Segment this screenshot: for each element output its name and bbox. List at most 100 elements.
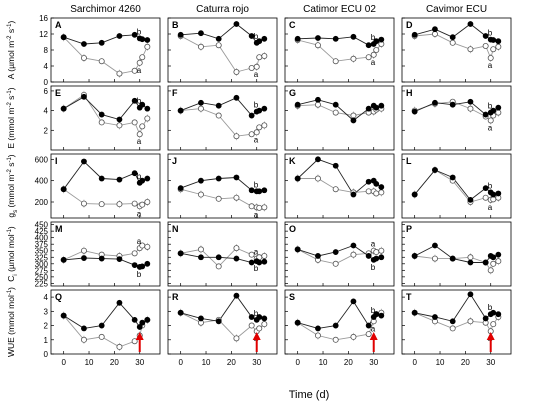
data-point-open — [487, 267, 494, 274]
x-tick-label: 10 — [436, 358, 445, 367]
panel-n: Nba — [167, 221, 278, 287]
data-point-open — [233, 245, 240, 252]
data-point-filled — [495, 104, 502, 111]
panel-frame — [401, 289, 512, 355]
significance-letter-open: a — [137, 237, 142, 246]
data-point-filled — [233, 94, 240, 101]
data-point-filled — [60, 34, 67, 41]
panel-frame — [50, 221, 161, 287]
data-point-open — [490, 321, 497, 328]
x-tick-label: 10 — [319, 358, 328, 367]
significance-letter-filled: b — [371, 306, 376, 315]
data-point-filled — [139, 177, 146, 184]
y-tick-label: 225 — [35, 279, 49, 288]
data-point-filled — [177, 107, 184, 114]
data-point-filled — [365, 322, 372, 329]
panel-p: P — [401, 221, 512, 287]
data-point-filled — [350, 33, 357, 40]
panel-e: E 2 4 6 b a — [44, 85, 161, 151]
y-axis-label-part: (mmol m — [6, 175, 16, 210]
data-point-filled — [495, 311, 502, 318]
data-point-filled — [233, 255, 240, 262]
data-point-open — [350, 333, 357, 340]
panel-r: R0102030ba — [167, 289, 278, 367]
y-tick-label: 450 — [35, 221, 49, 230]
y-axis-label-part: -1 — [7, 289, 13, 295]
panel-letter: K — [289, 156, 296, 166]
data-point-open — [233, 69, 240, 76]
data-point-filled — [294, 35, 301, 42]
data-point-filled — [373, 38, 380, 45]
y-tick-label: 6 — [44, 87, 49, 96]
data-point-open — [350, 112, 357, 119]
data-point-open — [261, 321, 268, 328]
data-point-filled — [98, 111, 105, 118]
data-point-open — [248, 251, 255, 258]
data-point-filled — [215, 254, 222, 261]
row-y-labels: A (µmol m-2 s-1)E (mmol m-2 s-1)gs (mmol… — [6, 21, 19, 357]
data-point-filled — [98, 39, 105, 46]
data-point-open — [197, 191, 204, 198]
y-axis-label: A (µmol m-2 s-1) — [6, 21, 16, 80]
data-point-open — [261, 122, 268, 129]
column-title: Caturra rojo — [196, 4, 249, 15]
data-point-open — [80, 200, 87, 207]
y-axis-label-part: A ( — [6, 69, 16, 80]
y-tick-label: 1 — [44, 336, 49, 345]
data-point-open — [215, 42, 222, 49]
data-point-open — [314, 42, 321, 49]
x-tick-label: 10 — [202, 358, 211, 367]
y-axis-label-part: ( — [6, 269, 16, 274]
data-point-filled — [144, 260, 151, 267]
column-title: Cavimor ECU — [426, 4, 487, 15]
data-point-open — [197, 246, 204, 253]
data-point-open — [233, 335, 240, 342]
y-axis-label-part: ) — [6, 226, 16, 229]
data-point-open — [98, 119, 105, 126]
data-point-filled — [131, 31, 138, 38]
data-point-open — [332, 260, 339, 267]
data-point-filled — [198, 254, 204, 261]
data-point-filled — [177, 309, 184, 316]
data-point-filled — [490, 191, 497, 198]
panel-letter: N — [172, 224, 179, 234]
y-tick-label: 325 — [35, 253, 49, 262]
data-point-filled — [411, 31, 418, 38]
data-point-open — [116, 122, 123, 129]
panel-frame — [167, 153, 278, 219]
column-titles: Sarchimor 4260 Caturra rojo Catimor ECU 02… — [70, 4, 487, 15]
data-point-open — [131, 67, 138, 74]
data-point-filled — [378, 36, 385, 43]
data-point-filled — [495, 38, 502, 45]
panel-letter: Q — [55, 292, 62, 302]
data-point-open — [256, 124, 263, 131]
data-point-open — [370, 51, 377, 58]
data-point-open — [350, 55, 357, 62]
data-point-filled — [495, 190, 502, 197]
data-point-filled — [490, 107, 497, 114]
y-axis-label-part: ) — [6, 287, 16, 290]
y-tick-label: 0 — [44, 350, 49, 359]
significance-letter-open: a — [137, 66, 142, 75]
data-point-open — [116, 70, 123, 77]
significance-letter-filled: b — [254, 180, 259, 189]
panel-frame — [167, 17, 278, 83]
data-point-filled — [198, 177, 204, 184]
data-point-filled — [411, 108, 418, 115]
data-point-filled — [81, 158, 87, 165]
significance-letter-filled: b — [137, 97, 142, 106]
significance-letter-open: a — [488, 61, 493, 70]
data-point-filled — [139, 36, 146, 43]
significance-letter-open: a — [137, 209, 142, 218]
panel-g: G — [284, 85, 395, 151]
data-point-open — [139, 201, 146, 208]
data-point-filled — [261, 315, 268, 322]
data-point-filled — [365, 178, 372, 185]
data-point-filled — [332, 101, 339, 108]
data-point-open — [467, 254, 474, 261]
data-point-filled — [139, 101, 146, 108]
data-point-filled — [256, 107, 263, 114]
data-point-filled — [411, 253, 418, 259]
x-tick-label: 30 — [486, 358, 495, 367]
